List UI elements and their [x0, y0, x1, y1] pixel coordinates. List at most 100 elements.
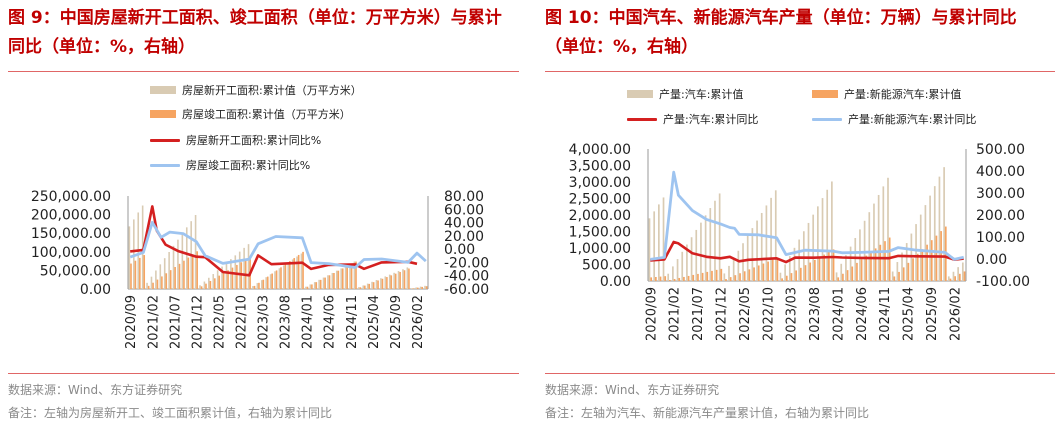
legend-label-new-starts: 房屋新开工面积:累计值（万平方米）	[182, 84, 362, 97]
bar-series-1	[859, 229, 861, 281]
bar-series-2	[293, 258, 296, 289]
bar-series-2	[196, 251, 198, 289]
bar-series-2	[412, 288, 415, 289]
x-axis-tick-label: 2024/06	[323, 295, 338, 349]
bar-series-2	[893, 276, 896, 281]
bar-series-2	[715, 269, 718, 281]
bar-series-2	[734, 275, 737, 281]
x-axis-tick-label: 2022/05	[212, 295, 227, 349]
legend-item-auto-output: 产量:汽车:累计值	[627, 86, 743, 102]
bar-series-2	[324, 277, 326, 289]
bar-series-2	[178, 263, 181, 289]
bar-series-1	[929, 195, 931, 281]
line-series-yoy-2	[650, 170, 965, 261]
bar-series-2	[266, 276, 269, 289]
bar-series-2	[297, 254, 300, 289]
right-axis-tick-label: 200.00	[976, 208, 1025, 224]
bar-series-1	[915, 224, 917, 281]
right-axis-tick-label: -40.00	[444, 269, 489, 285]
bar-series-1	[681, 251, 684, 281]
bar-series-2	[828, 251, 830, 281]
legend-label-auto-yoy: 产量:汽车:累计同比	[663, 113, 759, 126]
bar-series-1	[393, 272, 395, 289]
bar-series-1	[415, 287, 417, 289]
bar-series-1	[686, 244, 688, 281]
bar-series-2	[214, 278, 216, 289]
bar-series-2	[231, 267, 234, 289]
x-axis-tick-label: 2023/03	[785, 287, 800, 341]
bar-series-1	[172, 245, 175, 289]
bar-series-2	[776, 257, 779, 281]
bar-series-2	[762, 263, 765, 281]
legend-swatch-new-starts	[150, 86, 176, 94]
bar-series-1	[278, 268, 281, 289]
bar-series-2	[823, 254, 826, 281]
x-axis-tick-label: 2022/10	[235, 295, 250, 349]
left-axis-tick-label: 50,000.00	[40, 263, 111, 279]
bar-series-1	[340, 268, 342, 289]
bar-series-1	[358, 287, 360, 289]
right-axis-tick-label: 400.00	[976, 164, 1025, 180]
bar-series-1	[788, 256, 791, 281]
bar-series-1	[155, 270, 157, 289]
bar-series-2	[381, 278, 384, 289]
bar-series-2	[227, 270, 229, 289]
bar-series-2	[280, 267, 282, 289]
bar-series-2	[311, 284, 313, 289]
chart-panel-left: 图 9：中国房屋新开工面积、竣工面积（单位：万平方米）与累计同比（单位：%，右轴…	[0, 0, 525, 430]
bar-series-2	[898, 271, 900, 281]
x-axis-tick-label: 2023/08	[808, 287, 823, 341]
legend-swatch-completions	[150, 110, 176, 118]
bar-series-1	[238, 251, 241, 289]
bar-series-1	[662, 197, 665, 281]
bar-series-1	[742, 243, 744, 281]
bar-series-2	[912, 258, 914, 281]
bar-series-2	[842, 273, 844, 281]
bar-series-1	[756, 220, 758, 281]
data-source-left: 数据来源：Wind、东方证券研究	[8, 383, 183, 397]
bar-series-2	[725, 279, 727, 281]
bar-series-1	[873, 203, 875, 281]
right-axis-tick-label: 20.00	[444, 229, 484, 245]
bar-series-2	[139, 257, 141, 289]
bar-series-2	[804, 265, 807, 281]
bar-series-1	[331, 272, 334, 289]
bar-series-2	[711, 270, 713, 281]
bar-series-2	[687, 275, 690, 281]
legend-item-completions: 房屋竣工面积:累计值（万平方米）	[150, 106, 351, 122]
bar-series-1	[322, 277, 325, 289]
bar-series-2	[771, 259, 774, 281]
bar-series-2	[319, 279, 322, 289]
bar-series-2	[377, 280, 379, 289]
bar-series-2	[346, 266, 348, 289]
bar-series-1	[344, 266, 347, 289]
x-axis-tick-label: 2025/09	[925, 287, 940, 341]
bar-series-1	[943, 167, 945, 281]
chart-title-left: 图 9：中国房屋新开工面积、竣工面积（单位：万平方米）与累计同比（单位：%，右轴…	[8, 8, 502, 57]
chart-plot-left: 250,000.00 200,000.00 150,000.00 100,000.00…	[31, 189, 489, 349]
left-axis-tick-label: 4,000.00	[569, 142, 631, 158]
line-series-yoy-1	[650, 240, 964, 264]
bar-series-2	[814, 259, 816, 281]
bar-series-1	[366, 283, 369, 289]
x-axis-tick-label: 2025/04	[367, 295, 382, 349]
bar-series-2	[697, 273, 699, 281]
bar-series-1	[168, 252, 170, 289]
bar-series-2	[790, 273, 793, 281]
bar-series-2	[333, 272, 335, 289]
legend-swatch-nev-yoy	[812, 117, 842, 121]
bar-series-1	[419, 286, 422, 289]
bar-series-1	[194, 215, 197, 289]
bar-series-1	[831, 181, 833, 281]
bar-series-1	[849, 246, 852, 281]
bar-series-1	[714, 200, 716, 281]
bar-series-1	[952, 271, 955, 281]
bar-series-1	[938, 176, 941, 281]
bar-series-2	[650, 277, 653, 281]
right-axis-tick-label: 0.00	[444, 242, 475, 258]
bar-series-1	[234, 255, 237, 289]
bar-series-1	[653, 211, 656, 281]
note-right: 备注：左轴为汽车、新能源汽车产量累计值，右轴为累计同比	[545, 406, 870, 420]
bar-series-1	[353, 261, 356, 289]
x-axis-tick-label: 2024/11	[345, 295, 360, 349]
